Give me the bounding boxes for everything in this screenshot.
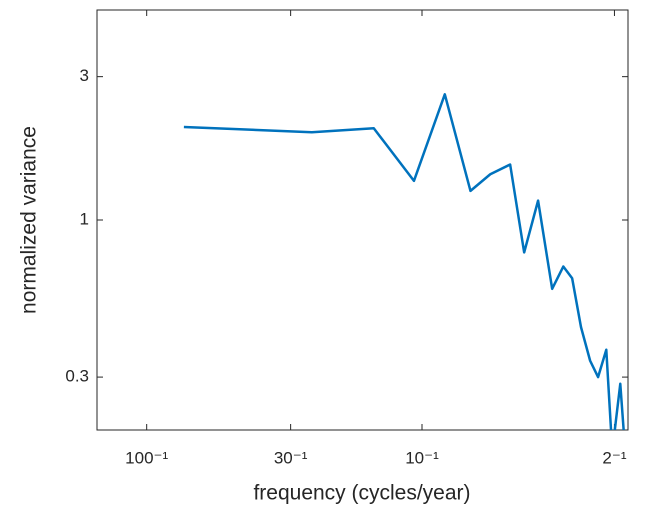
y-axis-label: normalized variance	[18, 126, 41, 314]
y-tick-label: 0.3	[65, 367, 89, 386]
y-tick-label: 3	[80, 66, 89, 85]
x-tick-label: 2⁻¹	[602, 448, 626, 467]
data-line	[183, 93, 625, 430]
y-tick-label: 1	[80, 209, 89, 228]
x-tick-label: 10⁻¹	[405, 448, 439, 467]
x-tick-label: 30⁻¹	[274, 448, 308, 467]
plot-frame	[96, 9, 629, 431]
x-tick-label: 100⁻¹	[125, 448, 168, 467]
x-axis-label: frequency (cycles/year)	[253, 482, 470, 505]
